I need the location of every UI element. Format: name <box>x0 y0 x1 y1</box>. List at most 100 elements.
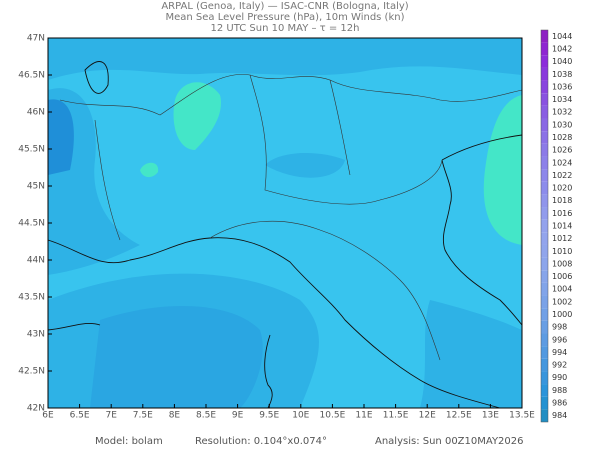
colorbar-label: 1038 <box>552 70 572 79</box>
colorbar-swatch <box>541 30 548 43</box>
lat-label: 45.5N <box>18 145 45 155</box>
colorbar-label: 986 <box>552 399 567 408</box>
colorbar-swatch <box>541 282 548 296</box>
colorbar-label: 1002 <box>552 297 572 306</box>
lat-label: 42N <box>27 404 45 414</box>
header-line: ARPAL (Genoa, Italy) — ISAC-CNR (Bologna… <box>161 1 408 12</box>
colorbar-frame <box>540 29 549 423</box>
colorbar-swatch <box>541 207 548 220</box>
lat-label: 43N <box>27 330 45 340</box>
lat-label: 43.5N <box>18 293 45 303</box>
colorbar-label: 1004 <box>552 285 572 294</box>
lat-label: 47N <box>27 34 45 44</box>
colorbar-label: 1012 <box>552 234 572 243</box>
colorbar-swatch <box>541 219 548 233</box>
colorbar-label: 1030 <box>552 120 572 129</box>
colorbar-label: 984 <box>552 411 567 420</box>
colorbar-label: 990 <box>552 373 567 382</box>
lon-label: 10E <box>292 411 309 421</box>
lat-label: 45N <box>27 182 45 192</box>
colorbar-swatch <box>541 257 548 271</box>
colorbar-swatch <box>541 169 548 182</box>
lat-label: 42.5N <box>18 367 45 377</box>
colorbar-swatch <box>541 80 548 94</box>
footer-analysis: Analysis: Sun 00Z10MAY2026 <box>375 436 524 447</box>
colorbar-swatch <box>541 55 548 68</box>
lon-label: 9.5E <box>259 411 279 421</box>
colorbar-label: 1026 <box>552 146 572 155</box>
lon-label: 7.5E <box>133 411 153 421</box>
colorbar-swatch <box>541 67 548 81</box>
colorbar-swatch <box>541 194 548 208</box>
lon-label: 8.5E <box>196 411 216 421</box>
colorbar-label: 998 <box>552 323 567 332</box>
header-line: Mean Sea Level Pressure (hPa), 10m Winds… <box>166 12 405 23</box>
colorbar-swatch <box>541 118 548 132</box>
footer-resolution: Resolution: 0.104°x0.074° <box>195 436 327 447</box>
colorbar-swatch <box>541 346 548 359</box>
lon-label: 8E <box>169 411 181 421</box>
colorbar-swatch <box>541 320 548 334</box>
colorbar-label: 988 <box>552 386 567 395</box>
header-line: 12 UTC Sun 10 MAY – τ = 12h <box>211 23 360 34</box>
colorbar-swatch <box>541 333 548 347</box>
colorbar-swatch <box>541 308 548 321</box>
lon-label: 7E <box>105 411 117 421</box>
lat-label: 46.5N <box>18 71 45 81</box>
colorbar-label: 1034 <box>552 95 572 104</box>
colorbar-label: 1032 <box>552 108 572 117</box>
lon-label: 13.5E <box>509 411 535 421</box>
colorbar-swatch <box>541 396 548 410</box>
lon-label: 13E <box>482 411 499 421</box>
colorbar-swatch <box>541 105 548 119</box>
lat-label: 46N <box>27 108 45 118</box>
colorbar-swatch <box>541 131 548 144</box>
colorbar-swatch <box>541 295 548 309</box>
colorbar-swatch <box>541 270 548 283</box>
colorbar-label: 1044 <box>552 32 572 41</box>
lon-label: 11.5E <box>383 411 409 421</box>
footer-model: Model: bolam <box>95 436 163 447</box>
colorbar-label: 1020 <box>552 184 572 193</box>
colorbar-label: 1024 <box>552 158 572 167</box>
colorbar-label: 1000 <box>552 310 572 319</box>
colorbar-label: 1016 <box>552 209 572 218</box>
coastlines <box>47 61 523 409</box>
colorbar-swatch <box>541 232 548 245</box>
colorbar-swatch <box>541 93 548 106</box>
colorbar-swatch <box>541 384 548 397</box>
colorbar-label: 1014 <box>552 222 572 231</box>
lon-label: 12.5E <box>446 411 472 421</box>
colorbar-label: 1010 <box>552 247 572 256</box>
lon-label: 6E <box>42 411 54 421</box>
colorbar-swatch <box>541 143 548 157</box>
colorbar-label: 1006 <box>552 272 572 281</box>
colorbar-swatch <box>541 371 548 385</box>
colorbar-swatch <box>541 358 548 372</box>
colorbar-swatch <box>541 156 548 170</box>
colorbar-label: 992 <box>552 361 567 370</box>
map-field <box>48 38 522 408</box>
lon-label: 9E <box>232 411 244 421</box>
lat-label: 44N <box>27 256 45 266</box>
colorbar-label: 996 <box>552 335 567 344</box>
colorbar-swatch <box>541 181 548 195</box>
colorbar-label: 1036 <box>552 82 572 91</box>
colorbar-label: 994 <box>552 348 567 357</box>
colorbar-swatch <box>541 409 548 422</box>
colorbar-label: 1022 <box>552 171 572 180</box>
borders <box>59 74 523 361</box>
lat-label: 44.5N <box>18 219 45 229</box>
lon-label: 6.5E <box>70 411 90 421</box>
colorbar-label: 1040 <box>552 57 572 66</box>
colorbar-label: 1018 <box>552 196 572 205</box>
colorbar-label: 1008 <box>552 259 572 268</box>
lon-label: 10.5E <box>320 411 346 421</box>
lon-label: 12E <box>419 411 436 421</box>
lon-label: 11E <box>355 411 372 421</box>
colorbar-swatch <box>541 244 548 258</box>
colorbar-label: 1028 <box>552 133 572 142</box>
colorbar-swatch <box>541 42 548 56</box>
